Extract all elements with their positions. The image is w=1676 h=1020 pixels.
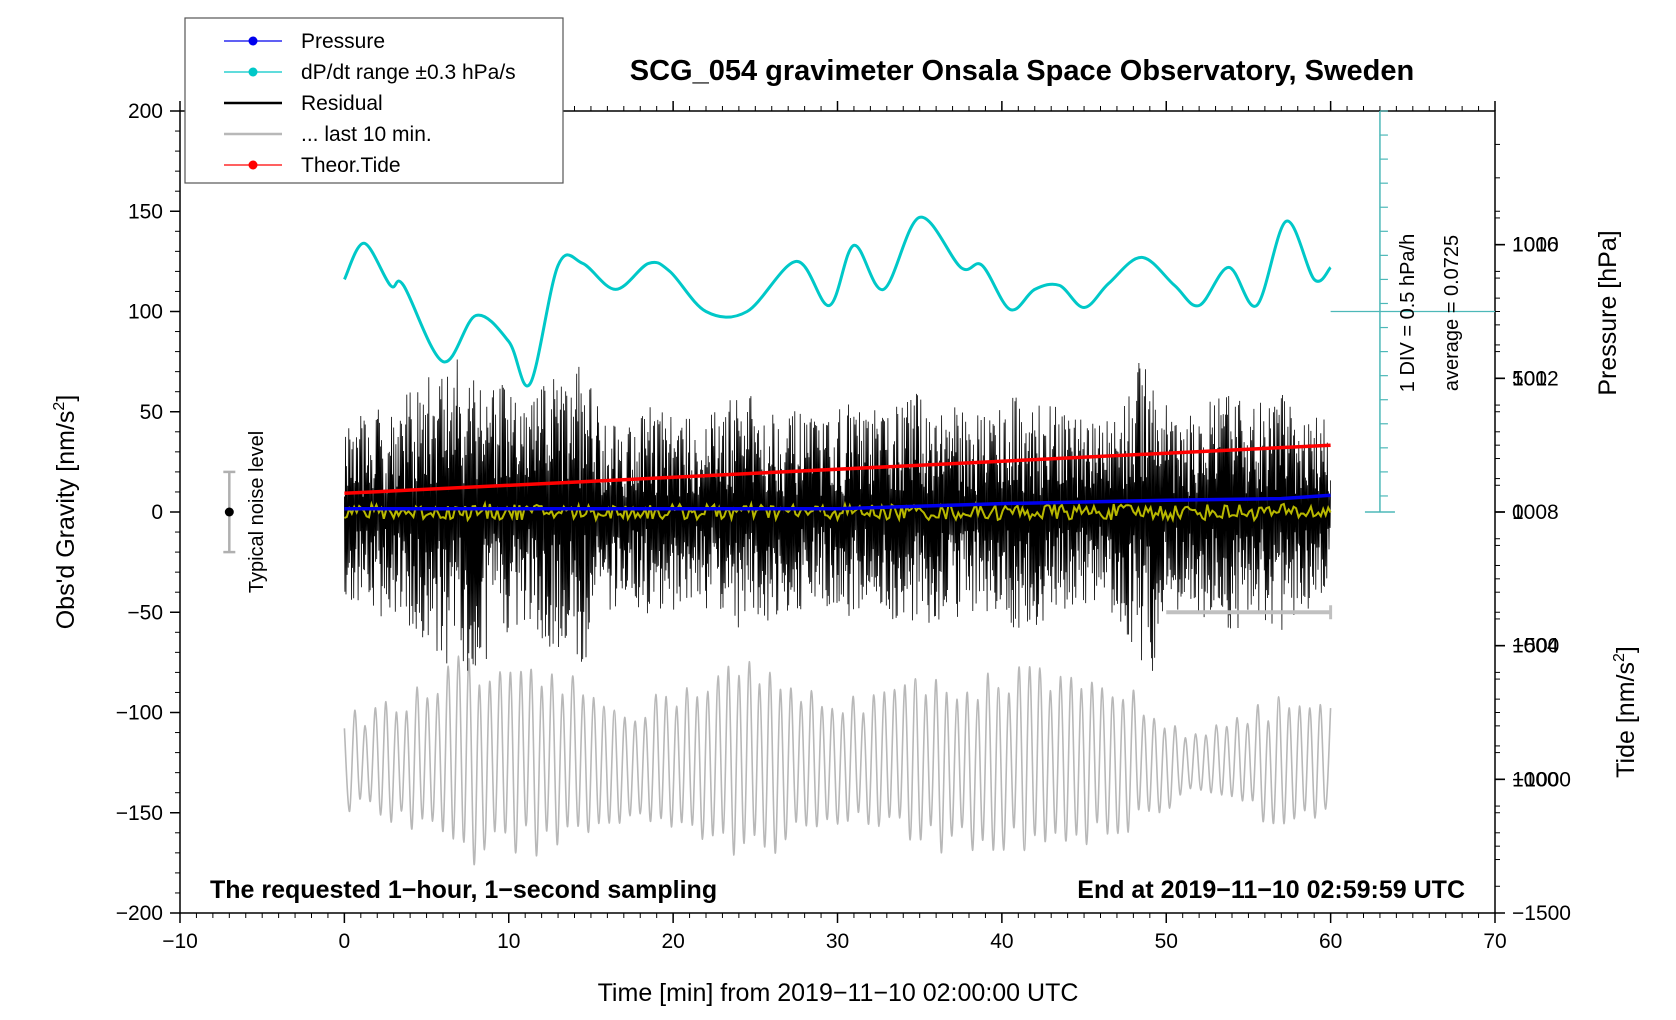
- div-label: 1 DIV = 0.5 hPa/h: [1397, 234, 1419, 392]
- legend-box: [184, 17, 564, 184]
- y-tick-label: 100: [128, 301, 163, 324]
- tide-tick-label: −500: [1512, 635, 1559, 658]
- tide-tick-label: 0: [1512, 501, 1524, 524]
- y-axis-title: Obs'd Gravity [nm/s2]: [51, 395, 80, 630]
- y-tick-label: −150: [116, 802, 163, 825]
- pressure-line: [344, 493, 1331, 511]
- legend: Pressure dP/dt range ±0.3 hPa/s Residual..…: [184, 17, 564, 184]
- theor-tide-line: [344, 443, 1331, 496]
- legend-marker: [248, 160, 258, 170]
- y-tick-label: 150: [128, 200, 163, 223]
- y-tick-label: −200: [116, 902, 163, 925]
- smoothed-residual-line: [343, 500, 1332, 524]
- x-tick-label: 70: [1483, 930, 1506, 953]
- tide-tick-label: 1000: [1512, 234, 1559, 257]
- dpdt-line: [343, 215, 1332, 388]
- legend-marker: [248, 67, 258, 77]
- pressure-tick-label: 1004: [1512, 635, 1559, 658]
- legend-label: Residual: [301, 92, 383, 115]
- tide-tick-label: −1000: [1512, 768, 1571, 791]
- noise-center-dot: [224, 507, 234, 517]
- pressure-tick-label: 1012: [1512, 367, 1559, 390]
- legend-label: ... last 10 min.: [301, 123, 432, 146]
- tide-axis-title-text: Tide [nm/s: [1612, 662, 1640, 778]
- x-tick-label: 30: [826, 930, 849, 953]
- x-tick-label: 20: [661, 930, 684, 953]
- y-tick-label: −100: [116, 702, 163, 725]
- tide-tick-label: 500: [1512, 367, 1547, 390]
- y-axis-title-text: Obs'd Gravity [nm/s: [52, 411, 80, 630]
- bottom-left-note: The requested 1−hour, 1−second sampling: [210, 876, 717, 904]
- y-tick-label: 50: [140, 401, 163, 424]
- tide-axis-title-sup: 2: [1611, 653, 1628, 662]
- legend-marker: [248, 36, 258, 46]
- y-axis-tide: 1000 500 0 −500 −1000 −1500: [1495, 217, 1571, 925]
- x-tick-label: 50: [1155, 930, 1178, 953]
- series-layer: [343, 215, 1333, 866]
- y-axis-title-sup: 2: [51, 402, 68, 411]
- y-axis-gravity: 200 150 100 50 0 −50 −100 −150 −200: [116, 100, 180, 925]
- legend-label: Theor.Tide: [301, 154, 401, 177]
- tide-axis-title: Tide [nm/s2]: [1611, 646, 1640, 778]
- noise-label: Typical noise level: [246, 431, 268, 593]
- average-label: average = 0.0725: [1441, 235, 1463, 391]
- legend-label: dP/dt range ±0.3 hPa/s: [301, 61, 516, 84]
- pressure-tick-label: 1000: [1512, 768, 1559, 791]
- tide-tick-label: −1500: [1512, 902, 1571, 925]
- x-axis-title: Time [min] from 2019−11−10 02:00:00 UTC: [598, 979, 1079, 1007]
- chart-title: SCG_054 gravimeter Onsala Space Observat…: [630, 55, 1414, 87]
- y-tick-label: 0: [151, 501, 163, 524]
- bottom-right-note: End at 2019−11−10 02:59:59 UTC: [1077, 876, 1465, 904]
- dpdt-division-scale: [1330, 110, 1495, 513]
- plot-area: [179, 110, 1496, 914]
- pressure-tick-label: 1008: [1512, 501, 1559, 524]
- x-tick-label: 0: [339, 930, 351, 953]
- y-tick-label: 200: [128, 100, 163, 123]
- legend-label: Pressure: [301, 30, 385, 53]
- pressure-tick-label: 1016: [1512, 234, 1559, 257]
- x-tick-label: 60: [1319, 930, 1342, 953]
- residual-line: [344, 359, 1331, 671]
- residual-last-10-min-line: [343, 655, 1332, 866]
- y-tick-label: −50: [127, 601, 163, 624]
- pressure-axis-title: Pressure [hPa]: [1594, 230, 1622, 395]
- x-tick-label: 40: [990, 930, 1013, 953]
- noise-level-indicator: [223, 470, 236, 554]
- x-tick-label: −10: [162, 930, 198, 953]
- tide-axis-title-close: ]: [1612, 646, 1640, 653]
- y-axis-title-close: ]: [52, 395, 80, 402]
- x-tick-label: 10: [497, 930, 520, 953]
